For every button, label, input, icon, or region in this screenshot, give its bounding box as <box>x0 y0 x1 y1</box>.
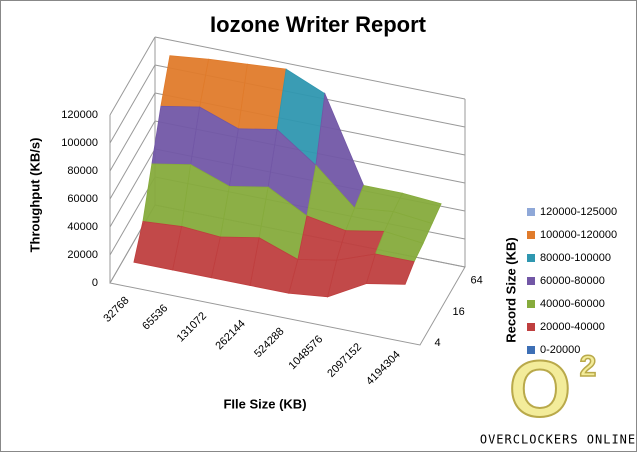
legend-label: 100000-120000 <box>540 229 617 241</box>
legend-label: 80000-100000 <box>540 252 611 264</box>
z-tick-label: 100000 <box>61 137 98 149</box>
x-axis-title: FIle Size (KB) <box>223 396 306 411</box>
grid-line <box>109 92 156 172</box>
legend-swatch <box>527 254 535 262</box>
logo: O <box>509 344 571 433</box>
grid-line <box>109 148 156 228</box>
legend-label: 60000-80000 <box>540 275 605 287</box>
legend-label: 20000-40000 <box>540 321 605 333</box>
legend-label: 120000-125000 <box>540 206 617 218</box>
legend-swatch <box>527 323 535 331</box>
logo-sup: 2 <box>580 350 597 383</box>
z-axis-title: Throughput (KB/s) <box>27 138 42 253</box>
legend-swatch <box>527 277 535 285</box>
depth-tick-label: 64 <box>471 275 483 287</box>
legend-label: 40000-60000 <box>540 298 605 310</box>
z-tick-label: 60000 <box>67 193 98 205</box>
grid-line <box>109 36 156 116</box>
depth-tick-label: 16 <box>453 306 465 318</box>
legend-swatch <box>527 231 535 239</box>
grid-line <box>154 36 466 100</box>
legend-swatch <box>527 208 535 216</box>
grid-line <box>109 64 156 144</box>
legend-swatch <box>527 346 535 354</box>
z-tick-label: 40000 <box>67 221 98 233</box>
legend-swatch <box>527 300 535 308</box>
depth-axis-title: Record Size (KB) <box>503 237 518 342</box>
legend-label: 0-20000 <box>540 344 580 356</box>
z-tick-label: 0 <box>92 277 98 289</box>
z-tick-label: 120000 <box>61 109 98 121</box>
brand-name: OVERCLOCKERS ONLINE <box>480 433 636 447</box>
chart-title: Iozone Writer Report <box>210 12 427 37</box>
grid-line <box>109 120 156 200</box>
z-tick-label: 20000 <box>67 249 98 261</box>
z-tick-label: 80000 <box>67 165 98 177</box>
depth-tick-label: 4 <box>435 337 441 349</box>
surface-patch <box>365 253 415 285</box>
